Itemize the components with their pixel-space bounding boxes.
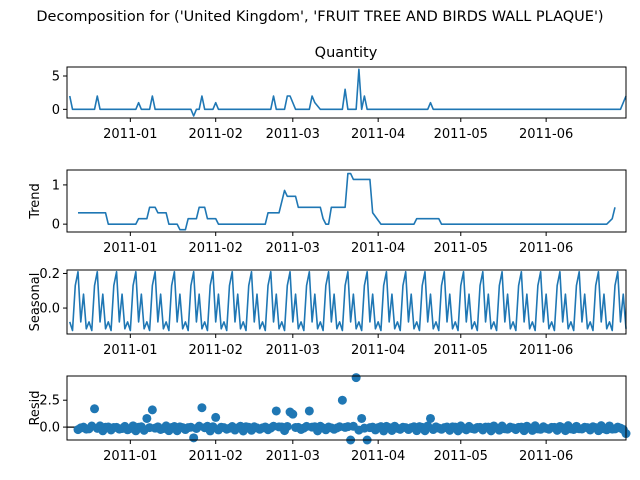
x-tick-label: 2011-03 bbox=[266, 241, 320, 256]
axes-frame bbox=[66, 269, 627, 335]
x-tick-label: 2011-02 bbox=[189, 449, 243, 464]
x-tick-label: 2011-02 bbox=[189, 127, 243, 142]
x-tick-label: 2011-01 bbox=[103, 449, 157, 464]
seasonal-line bbox=[68, 270, 627, 332]
y-axis-label: Seasonal bbox=[28, 273, 43, 332]
x-tick-label: 2011-06 bbox=[519, 449, 573, 464]
panel-1: 0 5 2011-01 2011-02 2011-03 2011-04 2011-05 201… bbox=[52, 66, 627, 142]
y-tick-label: 0.0 bbox=[39, 302, 60, 317]
resid-point bbox=[425, 413, 435, 423]
y-tick-label: 1 bbox=[52, 178, 60, 193]
x-tick-label: 2011-04 bbox=[351, 343, 405, 358]
x-tick-label: 2011-06 bbox=[519, 343, 573, 358]
figure-title: Decomposition for ('United Kingdom', 'FR… bbox=[36, 9, 603, 25]
resid-point bbox=[211, 412, 221, 422]
x-tick-label: 2011-06 bbox=[519, 241, 573, 256]
x-tick-label: 2011-05 bbox=[434, 449, 488, 464]
x-tick-label: 2011-04 bbox=[351, 241, 405, 256]
y-tick-label: 0 bbox=[52, 218, 60, 233]
x-tick-label: 2011-03 bbox=[266, 449, 320, 464]
x-tick-label: 2011-02 bbox=[189, 241, 243, 256]
x-tick-label: 2011-03 bbox=[266, 343, 320, 358]
x-tick-label: 2011-01 bbox=[103, 127, 157, 142]
axes-frame bbox=[66, 375, 627, 441]
y-tick-label: 0.2 bbox=[39, 267, 60, 282]
y-axis-label: Resid bbox=[28, 390, 43, 425]
resid-point bbox=[90, 404, 100, 414]
x-tick-label: 2011-05 bbox=[434, 127, 488, 142]
x-tick-label: 2011-02 bbox=[189, 343, 243, 358]
x-tick-label: 2011-05 bbox=[434, 241, 488, 256]
series-line bbox=[68, 68, 627, 117]
y-tick-label: 5 bbox=[52, 70, 60, 85]
resid-point bbox=[142, 413, 152, 423]
resid-point bbox=[304, 406, 314, 416]
resid-point bbox=[351, 373, 361, 383]
resid-point bbox=[271, 406, 281, 416]
resid-point bbox=[357, 413, 367, 423]
resid-point bbox=[147, 405, 157, 415]
y-tick-label: 2.5 bbox=[39, 394, 60, 409]
axes-frame bbox=[66, 66, 627, 119]
series-line bbox=[78, 172, 616, 231]
x-tick-label: 2011-04 bbox=[351, 127, 405, 142]
x-tick-label: 2011-06 bbox=[519, 127, 573, 142]
resid-point bbox=[288, 409, 298, 419]
quantity-panel-title: Quantity bbox=[315, 45, 378, 61]
resid-point bbox=[197, 403, 207, 413]
panel-2: Trend 0 1 2011-01 2011-02 2011-03 2011-04 2011-… bbox=[28, 169, 627, 256]
resid-point bbox=[282, 421, 292, 431]
resid-point bbox=[337, 395, 347, 405]
axes-frame bbox=[66, 169, 627, 233]
y-tick-label: 0 bbox=[52, 103, 60, 118]
x-tick-label: 2011-03 bbox=[266, 127, 320, 142]
y-tick-label: 0.0 bbox=[39, 421, 60, 436]
x-tick-label: 2011-01 bbox=[103, 343, 157, 358]
x-tick-label: 2011-05 bbox=[434, 343, 488, 358]
resid-point bbox=[189, 433, 199, 443]
y-axis-label: Trend bbox=[28, 183, 43, 220]
x-tick-label: 2011-01 bbox=[103, 241, 157, 256]
x-tick-label: 2011-04 bbox=[351, 449, 405, 464]
